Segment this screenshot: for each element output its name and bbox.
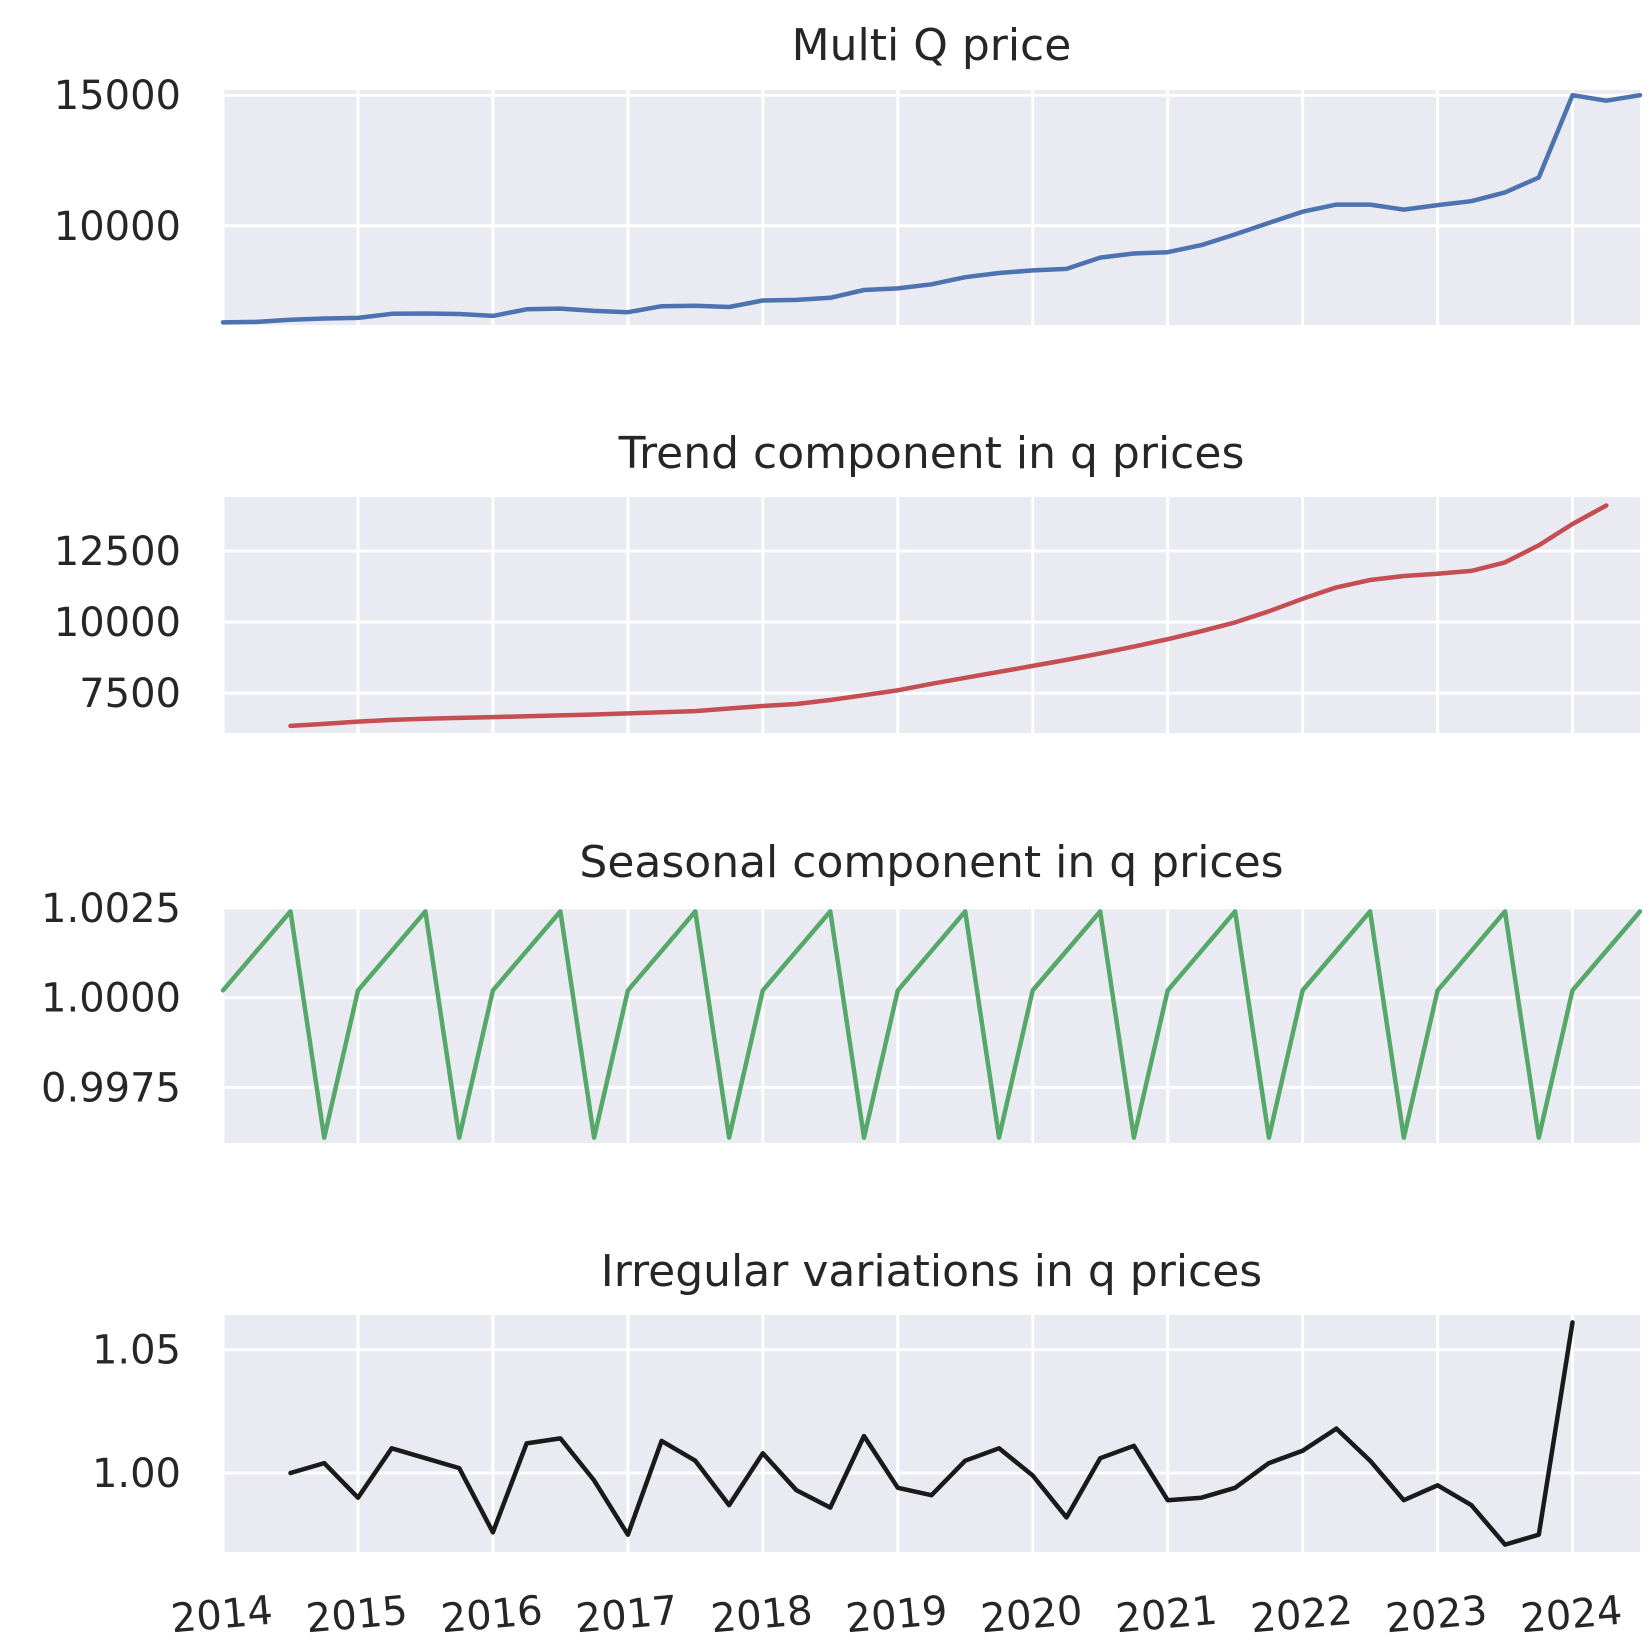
series-line — [288, 503, 1609, 729]
plot-background — [223, 497, 1640, 733]
panel-2: 7500 10000 12500 Trend component in q price… — [54, 428, 1640, 733]
x-tick-label: 2018 — [709, 1588, 814, 1643]
panel-title: Irregular variations in q prices — [601, 1246, 1262, 1297]
x-axis-tick-labels: 2014 2015 2016 2017 2018 2019 2020 2021 2022 2023… — [169, 1588, 1624, 1643]
y-tick-label: 7500 — [79, 671, 181, 717]
y-tick-label: 15000 — [54, 73, 181, 119]
x-tick-label: 2017 — [574, 1588, 679, 1643]
y-tick-label: 0.9975 — [41, 1065, 181, 1111]
panel-title: Multi Q price — [792, 20, 1072, 71]
x-tick-label: 2022 — [1249, 1588, 1354, 1643]
y-tick-label: 1.05 — [92, 1328, 181, 1374]
panel-3: 0.9975 1.0000 1.0025 Seasonal component in … — [41, 837, 1643, 1143]
panel-title: Trend component in q prices — [618, 428, 1245, 479]
y-tick-label: 1.0000 — [41, 976, 181, 1022]
series-line — [220, 92, 1643, 325]
series-line — [220, 909, 1643, 1140]
x-tick-label: 2023 — [1384, 1588, 1489, 1643]
y-tick-label: 1.0025 — [41, 886, 181, 932]
panel-4: 1.00 1.05 Irregular variations in q prices — [92, 1246, 1640, 1552]
x-tick-label: 2019 — [844, 1588, 949, 1643]
x-tick-label: 2016 — [439, 1588, 544, 1643]
x-tick-label: 2015 — [304, 1588, 409, 1643]
series-line — [288, 1320, 1575, 1547]
plot-background — [223, 1315, 1640, 1552]
panel-title: Seasonal component in q prices — [579, 837, 1283, 888]
plot-background — [223, 906, 1640, 1143]
panel-1: 10000 15000 Multi Q price — [54, 20, 1643, 325]
x-tick-label: 2024 — [1519, 1588, 1624, 1643]
x-tick-label: 2020 — [979, 1588, 1084, 1643]
x-tick-label: 2014 — [169, 1588, 274, 1643]
y-tick-label: 10000 — [54, 600, 181, 646]
y-tick-label: 1.00 — [92, 1451, 181, 1497]
panels: 10000 15000 Multi Q price 7500 10000 12500 Tre… — [41, 20, 1643, 1552]
y-tick-label: 10000 — [54, 204, 181, 250]
y-tick-label: 12500 — [54, 529, 181, 575]
x-tick-label: 2021 — [1114, 1588, 1219, 1643]
